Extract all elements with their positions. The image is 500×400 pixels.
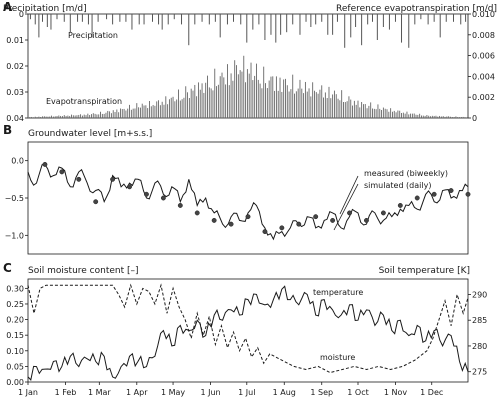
simulated-leader-line: [333, 183, 359, 231]
measured-points: [42, 161, 471, 235]
simulated-annotation: simulated (daily): [364, 181, 431, 190]
panel-b-left-tick-label-1: −0.5: [5, 194, 24, 203]
measured-point-14: [279, 225, 285, 231]
month-label-9: 1 Oct: [347, 388, 368, 397]
temperature-line: [27, 285, 469, 381]
measured-point-20: [380, 210, 386, 216]
month-label-0: 1 Jan: [18, 388, 38, 397]
panel-b: B Groundwater level [m+s.s.] 0.0 −0.5 −1.0…: [3, 123, 471, 255]
measured-point-12: [245, 214, 251, 220]
moisture-line: [27, 283, 469, 374]
panel-a-left-tick-label-3: 0.03: [6, 88, 24, 97]
measured-point-24: [448, 188, 454, 193]
moisture-annotation: moisture: [320, 353, 355, 362]
panel-a-left-ticks: 0 0.01 0.02 0.03 0.04: [6, 10, 28, 123]
panel-c-left-ticks: 0.00 0.05 0.10 0.15 0.20 0.25 0.30: [6, 284, 28, 387]
measured-point-23: [431, 191, 437, 197]
measured-point-13: [262, 229, 268, 235]
month-axis: 1 Jan 1 Feb 1 Mar 1 Apr 1 May 1 Jun 1 Jul 1 Aug…: [18, 382, 443, 397]
panel-a-right-axis-title: Reference evapotranspiration [m/d]: [336, 4, 497, 14]
measured-point-10: [211, 217, 217, 223]
panel-c-right-axis-title: Soil temperature [K]: [379, 266, 470, 276]
panel-a-left-axis-title: Precipitation [m/d]: [3, 4, 87, 14]
panel-b-frame: [27, 141, 469, 255]
measured-point-2: [76, 176, 82, 182]
panel-a-right-tick-label-3: 0.006: [472, 52, 495, 61]
measured-point-22: [414, 195, 420, 201]
evapotranspiration-bars: [27, 55, 468, 118]
measured-point-5: [127, 184, 132, 190]
panel-b-left-tick-label-0: 0.0: [11, 157, 24, 166]
panel-b-left-ticks: 0.0 −0.5 −1.0: [5, 157, 28, 240]
panel-c-left-tick-label-6: 0.30: [6, 284, 24, 293]
panel-c-letter: C: [3, 261, 12, 275]
measured-point-7: [160, 195, 166, 201]
panel-a-left-tick-label-2: 0.02: [6, 62, 24, 71]
panel-c-left-axis-title: Soil moisture content [–]: [28, 266, 139, 276]
measured-point-16: [313, 214, 319, 220]
panel-c-left-tick-label-3: 0.15: [6, 331, 24, 340]
measured-point-4: [110, 176, 116, 182]
month-label-8: 1 Sep: [310, 388, 333, 397]
month-label-6: 1 Jul: [238, 388, 255, 397]
measured-point-9: [194, 210, 200, 216]
panel-a-left-tick-label-1: 0.01: [6, 36, 24, 45]
panel-b-axis-title: Groundwater level [m+s.s.]: [28, 129, 152, 139]
panel-c-frame: [27, 278, 469, 383]
measured-point-15: [296, 221, 302, 227]
panel-a-right-tick-label-5: 0.010: [472, 10, 495, 19]
month-label-7: 1 Aug: [273, 388, 296, 397]
evapotranspiration-annotation: Evapotranspiration: [46, 97, 122, 106]
measured-point-3: [93, 199, 99, 205]
panel-c-left-tick-label-5: 0.25: [6, 300, 24, 309]
precipitation-annotation: Precipitation: [68, 31, 118, 40]
measured-point-17: [330, 217, 336, 223]
panel-a: A Precipitation [m/d] Reference evapotra…: [3, 0, 497, 123]
panel-a-right-ticks: 0 0.002 0.004 0.006 0.008 0.010: [468, 10, 495, 123]
panel-b-left-tick-label-2: −1.0: [5, 231, 24, 240]
panel-c-right-tick-label-3: 290: [472, 290, 487, 299]
measured-point-19: [364, 217, 369, 223]
panel-a-left-tick-label-4: 0.04: [6, 114, 24, 123]
simulated-line: [27, 163, 469, 241]
measured-leader-line: [339, 175, 359, 215]
measured-point-6: [144, 191, 149, 197]
panel-c-left-tick-label-4: 0.20: [6, 316, 24, 325]
panel-c: C Soil moisture content [–] Soil tempera…: [3, 261, 487, 397]
precipitation-bars: [29, 14, 467, 48]
measured-point-1: [59, 169, 65, 175]
panel-c-right-tick-label-1: 280: [472, 342, 487, 351]
panel-c-left-tick-label-0: 0.00: [6, 378, 24, 387]
month-label-11: 1 Dec: [420, 388, 443, 397]
temperature-annotation: temperature: [313, 288, 363, 297]
panel-a-letter: A: [3, 0, 13, 14]
measured-point-21: [397, 203, 403, 208]
measured-annotation: measured (biweekly): [364, 169, 448, 178]
panel-c-right-tick-label-0: 275: [472, 368, 487, 377]
measured-point-18: [347, 210, 352, 216]
panel-a-right-tick-label-4: 0.008: [472, 31, 495, 40]
panel-b-letter: B: [3, 123, 12, 137]
panel-a-right-tick-label-1: 0.002: [472, 93, 495, 102]
panel-c-right-tick-label-2: 285: [472, 316, 487, 325]
panel-c-left-tick-label-2: 0.10: [6, 347, 24, 356]
month-label-5: 1 Jun: [200, 388, 220, 397]
panel-a-right-tick-label-2: 0.004: [472, 72, 495, 81]
panel-a-left-tick-label-0: 0: [19, 10, 24, 19]
month-label-10: 1 Nov: [384, 388, 408, 397]
measured-point-25: [465, 191, 471, 197]
measured-point-11: [228, 221, 234, 227]
month-label-3: 1 Apr: [126, 388, 148, 397]
panel-a-right-tick-label-0: 0: [472, 114, 477, 123]
measured-point-8: [177, 203, 183, 208]
month-label-4: 1 May: [161, 388, 185, 397]
panel-c-left-tick-label-1: 0.05: [6, 362, 24, 371]
measured-point-0: [42, 161, 48, 167]
month-label-2: 1 Mar: [88, 388, 111, 397]
panel-c-right-ticks: 275 280 285 290: [468, 290, 487, 377]
month-label-1: 1 Feb: [55, 388, 77, 397]
